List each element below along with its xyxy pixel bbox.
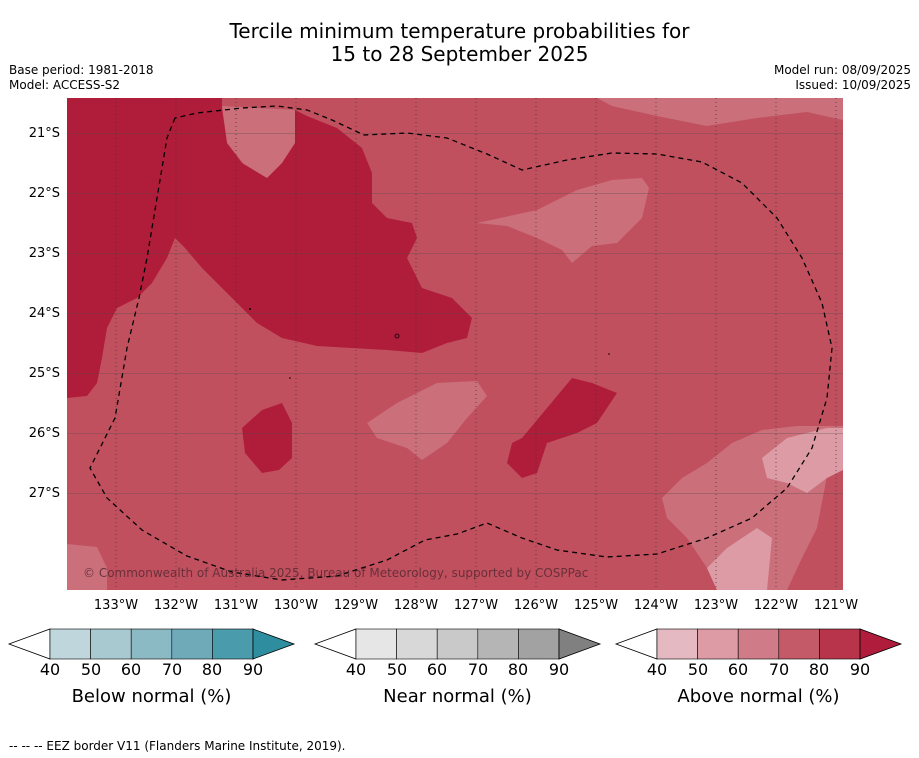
lon-label: 127°W [453, 598, 499, 613]
colorbar-title-near: Near normal (%) [383, 686, 532, 707]
region-60-top-right [597, 98, 843, 126]
lat-label: 22°S [28, 186, 60, 201]
lon-label: 131°W [213, 598, 259, 613]
colorbar-near-bin [518, 628, 560, 660]
colorbar-tick: 40 [39, 660, 61, 679]
colorbar-below-end [252, 628, 296, 660]
lon-label: 128°W [393, 598, 439, 613]
region-90-small-west [242, 403, 292, 473]
colorbar-near-normal [313, 628, 602, 660]
colorbar-above-bin [778, 628, 820, 660]
copyright-notice: © Commonwealth of Australia 2025, Bureau… [83, 566, 588, 580]
colorbar-below-bin [130, 628, 173, 660]
colorbar-tick: 70 [161, 660, 183, 679]
lon-label: 121°W [813, 598, 859, 613]
model-run: Model run: 08/09/2025 [773, 63, 911, 77]
region-60-top-left [222, 106, 297, 178]
lat-label: 27°S [28, 486, 60, 501]
colorbar-below-bin [212, 628, 254, 660]
lon-label: 122°W [753, 598, 799, 613]
lat-label: 25°S [28, 366, 60, 381]
colorbar-below-bin [49, 628, 91, 660]
colorbar-tick: 90 [242, 660, 264, 679]
colorbar-tick: 60 [120, 660, 142, 679]
colorbar-tick: 80 [808, 660, 830, 679]
lon-label: 126°W [513, 598, 559, 613]
chart-title-line2: 15 to 28 September 2025 [330, 42, 589, 66]
colorbar-tick: 50 [386, 660, 408, 679]
colorbar-near-bin [396, 628, 438, 660]
region-50-right [762, 428, 843, 493]
colorbar-below-normal [7, 628, 296, 660]
island-marker [289, 377, 291, 379]
colorbar-near-bin [477, 628, 519, 660]
colorbar-tick: 50 [687, 660, 709, 679]
colorbar-above-bin [697, 628, 739, 660]
region-60-centre [367, 381, 487, 460]
colorbar-below-start [7, 628, 51, 660]
island-marker [249, 308, 251, 310]
colorbar-tick: 80 [201, 660, 223, 679]
base-period: Base period: 1981-2018 [9, 63, 154, 77]
eez-footnote: -- -- -- EEZ border V11 (Flanders Marine… [9, 739, 346, 753]
lon-label: 130°W [273, 598, 319, 613]
colorbar-near-start [313, 628, 357, 660]
colorbar-above-bin [819, 628, 861, 660]
colorbar-near-bin [436, 628, 479, 660]
colorbar-tick: 80 [507, 660, 529, 679]
colorbar-tick: 90 [849, 660, 871, 679]
colorbar-tick: 70 [467, 660, 489, 679]
lon-label: 124°W [633, 598, 679, 613]
colorbar-below-bin [90, 628, 132, 660]
lat-label: 23°S [28, 246, 60, 261]
region-60-bottom-left [67, 544, 107, 590]
lon-label: 125°W [573, 598, 619, 613]
model-name: Model: ACCESS-S2 [9, 78, 121, 92]
chart-title-line1: Tercile minimum temperature probabilitie… [229, 19, 690, 43]
colorbar-tick: 70 [768, 660, 790, 679]
colorbars [7, 628, 903, 660]
issued-date: Issued: 10/09/2025 [795, 78, 911, 92]
region-60-mid-right [477, 178, 649, 263]
colorbar-tick: 90 [548, 660, 570, 679]
region-90-centre-east [507, 378, 617, 478]
colorbar-above-normal [614, 628, 903, 660]
island-marker [394, 333, 400, 339]
colorbar-above-bin [656, 628, 698, 660]
colorbar-title-below: Below normal (%) [71, 686, 232, 707]
colorbar-above-bin [737, 628, 780, 660]
lon-label: 129°W [333, 598, 379, 613]
colorbar-tick: 50 [80, 660, 102, 679]
colorbar-tick: 60 [426, 660, 448, 679]
lon-label: 133°W [93, 598, 139, 613]
region-50-lower-right [707, 528, 772, 590]
lat-label: 24°S [28, 306, 60, 321]
lat-label: 21°S [28, 126, 60, 141]
colorbar-tick: 40 [345, 660, 367, 679]
colorbar-above-end [859, 628, 903, 660]
colorbar-title-above: Above normal (%) [677, 686, 840, 707]
lon-label: 123°W [693, 598, 739, 613]
island-marker [608, 353, 610, 355]
colorbar-above-start [614, 628, 658, 660]
colorbar-near-end [558, 628, 602, 660]
colorbar-tick: 40 [646, 660, 668, 679]
colorbar-near-bin [355, 628, 397, 660]
lon-label: 132°W [153, 598, 199, 613]
region-90-northwest [67, 98, 472, 398]
lat-label: 26°S [28, 426, 60, 441]
colorbar-tick: 60 [727, 660, 749, 679]
colorbar-below-bin [171, 628, 213, 660]
